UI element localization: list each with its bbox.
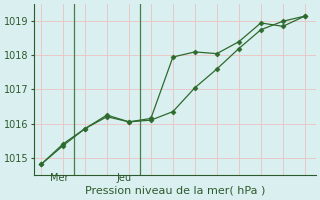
- Text: Jeu: Jeu: [117, 173, 132, 183]
- Text: Mer: Mer: [50, 173, 68, 183]
- X-axis label: Pression niveau de la mer( hPa ): Pression niveau de la mer( hPa ): [85, 186, 265, 196]
